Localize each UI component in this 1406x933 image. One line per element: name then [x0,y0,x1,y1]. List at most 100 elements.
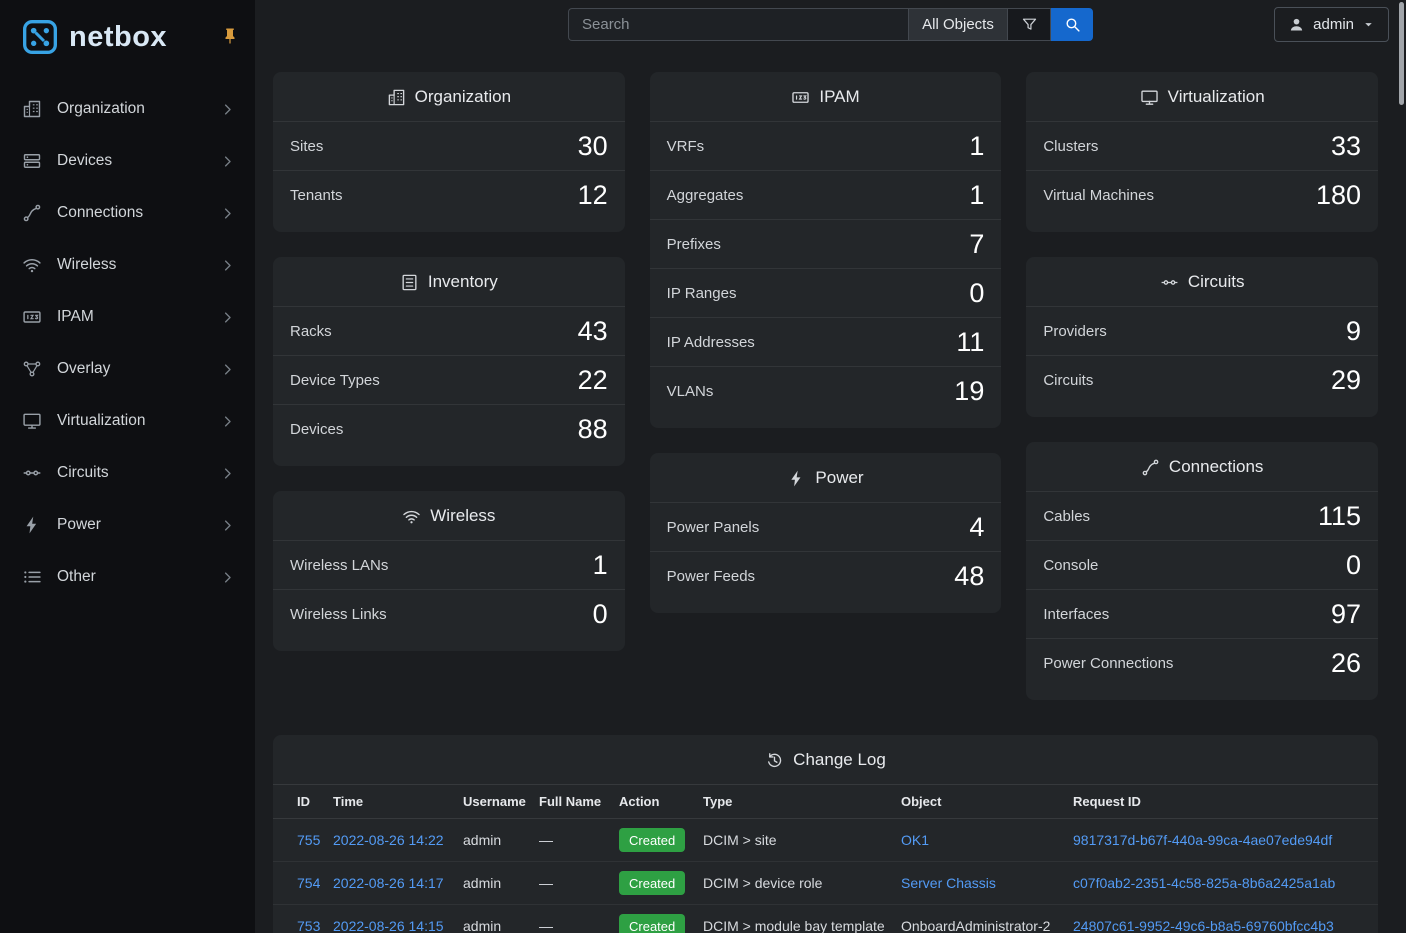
card-header: Virtualization [1026,72,1378,121]
stat-row-power-connections[interactable]: Power Connections 26 [1026,638,1379,687]
stat-row-ip-ranges[interactable]: IP Ranges 0 [649,268,1002,317]
card-header: Wireless [273,491,625,540]
sidebar-item-overlay[interactable]: Overlay [0,343,255,395]
stat-row-circuits[interactable]: Circuits 29 [1026,355,1379,404]
change-type: DCIM > device role [695,861,893,905]
stat-value: 88 [577,413,608,444]
column-header-object: Object [893,784,1065,819]
counter-icon [791,88,810,107]
card-title: Virtualization [1167,87,1265,106]
sidebar-item-devices[interactable]: Devices [0,135,255,187]
sidebar-item-wireless[interactable]: Wireless [0,239,255,291]
sidebar-item-label: Devices [57,152,113,169]
sidebar-item-other[interactable]: Other [0,551,255,603]
stat-row-racks[interactable]: Racks 43 [273,306,625,355]
search-submit-button[interactable] [1051,7,1093,41]
user-menu-button[interactable]: admin [1274,6,1389,42]
stat-row-power-panels[interactable]: Power Panels 4 [649,502,1002,551]
stat-row-providers[interactable]: Providers 9 [1026,306,1379,355]
brand-name[interactable]: netbox [69,20,168,53]
dashboard: Organization Sites 30 Tenants 12 Invento… [255,48,1406,933]
change-time-link[interactable]: 2022-08-26 14:22 [333,832,444,848]
stat-row-wireless-lans[interactable]: Wireless LANs 1 [273,540,625,589]
change-id-link[interactable]: 754 [297,875,321,891]
change-id-link[interactable]: 755 [297,832,321,848]
stat-row-console[interactable]: Console 0 [1026,540,1379,589]
chevron-right-icon [220,102,235,117]
chevron-right-icon [220,154,235,169]
stat-value: 48 [954,560,985,591]
pin-icon[interactable] [221,27,239,45]
stat-value: 97 [1330,598,1362,629]
stat-value: 1 [969,179,985,210]
change-type: DCIM > site [695,818,893,862]
stat-row-wireless-links[interactable]: Wireless Links 0 [273,589,625,638]
stat-label: IP Addresses [666,333,755,351]
stat-row-tenants[interactable]: Tenants 12 [273,170,625,219]
global-search: All Objects [568,7,1093,41]
netbox-logo-icon[interactable] [20,17,60,57]
stat-label: Devices [290,420,344,438]
stat-value: 115 [1317,500,1362,531]
change-time-link[interactable]: 2022-08-26 14:15 [333,918,444,933]
card-title: IPAM [819,87,860,106]
monitor-icon [22,411,42,431]
change-request-id-link[interactable]: 24807c61-9952-49c6-b8a5-69760bfcc4b3 [1073,918,1334,933]
stat-row-virtual-machines[interactable]: Virtual Machines 180 [1026,170,1379,219]
change-time-link[interactable]: 2022-08-26 14:17 [333,875,444,891]
column-1: Organization Sites 30 Tenants 12 Invento… [273,72,625,651]
action-badge: Created [619,871,686,895]
stat-row-device-types[interactable]: Device Types 22 [273,355,625,404]
change-object-link[interactable]: OK1 [901,832,930,848]
stat-value: 7 [969,228,985,259]
ipam-card: IPAM VRFs 1 Aggregates 1 Prefixes 7 [649,72,1002,428]
circuits-card: Circuits Providers 9 Circuits 29 [1026,257,1379,417]
card-title: Connections [1168,457,1264,476]
chevron-right-icon [220,362,235,377]
stat-row-vlans[interactable]: VLANs 19 [649,366,1002,415]
changelog-header-row: ID Time Username Full Name Action Type O… [273,784,1378,819]
stat-row-ip-addresses[interactable]: IP Addresses 11 [649,317,1002,366]
column-header-time: Time [325,784,455,819]
change-object-link[interactable]: Server Chassis [901,875,996,891]
change-full-name: — [531,861,611,905]
stat-row-sites[interactable]: Sites 30 [273,121,625,170]
page-scrollbar[interactable] [1399,2,1404,105]
transit-icon [22,463,42,483]
sidebar-item-circuits[interactable]: Circuits [0,447,255,499]
sidebar-item-connections[interactable]: Connections [0,187,255,239]
stat-row-interfaces[interactable]: Interfaces 97 [1026,589,1379,638]
card-grid: Organization Sites 30 Tenants 12 Invento… [273,72,1379,700]
change-full-name: — [531,904,611,933]
search-input[interactable] [568,7,908,41]
change-request-id-link[interactable]: 9817317d-b67f-440a-99ca-4ae07ede94df [1073,832,1333,848]
search-scope-button[interactable]: All Objects [908,7,1008,41]
sidebar-item-ipam[interactable]: IPAM [0,291,255,343]
stat-row-vrfs[interactable]: VRFs 1 [649,121,1002,170]
change-request-id-link[interactable]: c07f0ab2-2351-4c58-825a-8b6a2425a1ab [1073,875,1336,891]
graph-icon [22,359,42,379]
stat-row-power-feeds[interactable]: Power Feeds 48 [649,551,1002,600]
sidebar-nav: Organization Devices Connections Wireles… [0,83,255,603]
stat-row-prefixes[interactable]: Prefixes 7 [649,219,1002,268]
stat-row-cables[interactable]: Cables 115 [1026,491,1379,540]
stat-value: 43 [577,315,608,346]
stat-value: 29 [1330,364,1362,395]
wifi-icon [22,255,42,275]
wifi-icon [402,507,421,526]
sidebar-item-virtualization[interactable]: Virtualization [0,395,255,447]
stat-row-aggregates[interactable]: Aggregates 1 [649,170,1002,219]
topbar: All Objects admin [255,0,1406,48]
sidebar-item-power[interactable]: Power [0,499,255,551]
sidebar-item-organization[interactable]: Organization [0,83,255,135]
stat-value: 0 [592,598,608,629]
change-id-link[interactable]: 753 [297,918,321,933]
changelog-row: 755 2022-08-26 14:22 admin — Created DCI… [273,818,1378,862]
lightning-icon [22,515,42,535]
stat-row-devices[interactable]: Devices 88 [273,404,625,453]
cable-icon [1141,458,1160,477]
stat-row-clusters[interactable]: Clusters 33 [1026,121,1379,170]
filter-button[interactable] [1008,7,1051,41]
card-title: Power [815,468,864,487]
stat-label: Wireless LANs [290,556,389,574]
